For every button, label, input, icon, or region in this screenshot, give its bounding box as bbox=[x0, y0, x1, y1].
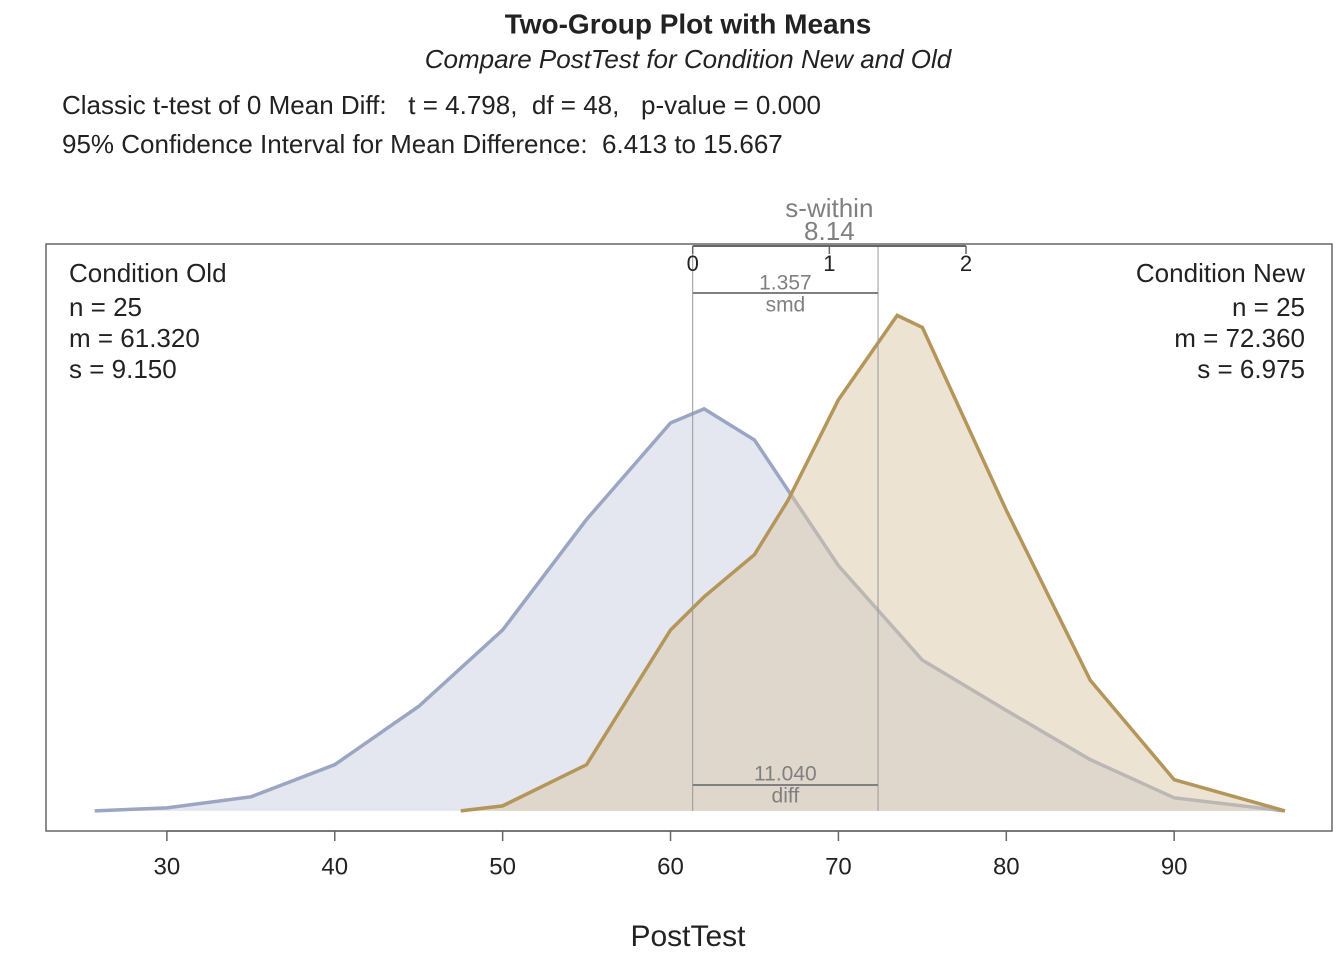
stats-line: 95% Confidence Interval for Mean Differe… bbox=[62, 129, 783, 159]
group-stat: s = 6.975 bbox=[1197, 354, 1305, 384]
density-line bbox=[460, 313, 1286, 813]
group-stat: n = 25 bbox=[69, 292, 142, 322]
diff-value: 11.040 bbox=[754, 763, 817, 786]
smd-tick-label: 0 bbox=[687, 251, 699, 276]
group-stat: s = 9.150 bbox=[69, 354, 177, 384]
x-tick-label: 60 bbox=[657, 853, 684, 880]
group-name: Condition Old bbox=[69, 258, 227, 288]
chart-title: Two-Group Plot with Means bbox=[505, 8, 872, 39]
x-tick-label: 80 bbox=[993, 853, 1020, 880]
s-within-label: s-within bbox=[785, 193, 873, 223]
smd-value: 1.357 bbox=[759, 272, 812, 295]
x-tick-label: 50 bbox=[489, 853, 516, 880]
s-within-value: 8.14 bbox=[804, 216, 855, 246]
density-area bbox=[460, 315, 1285, 811]
group-stat: m = 61.320 bbox=[69, 323, 200, 353]
x-axis-label: PostTest bbox=[630, 920, 746, 953]
group-name: Condition New bbox=[1136, 258, 1305, 288]
chart-subtitle: Compare PostTest for Condition New and O… bbox=[425, 44, 953, 74]
diff-label: diff bbox=[772, 785, 800, 808]
smd-tick-label: 2 bbox=[960, 251, 972, 276]
x-tick-label: 40 bbox=[321, 853, 348, 880]
smd-tick-label: 1 bbox=[823, 251, 835, 276]
x-tick-label: 70 bbox=[825, 853, 852, 880]
group-stat: n = 25 bbox=[1232, 292, 1305, 322]
stats-line: Classic t-test of 0 Mean Diff: t = 4.798… bbox=[62, 90, 821, 120]
group-stat: m = 72.360 bbox=[1174, 323, 1305, 353]
x-tick-label: 30 bbox=[154, 853, 181, 880]
smd-label: smd bbox=[766, 294, 806, 317]
x-tick-label: 90 bbox=[1161, 853, 1188, 880]
